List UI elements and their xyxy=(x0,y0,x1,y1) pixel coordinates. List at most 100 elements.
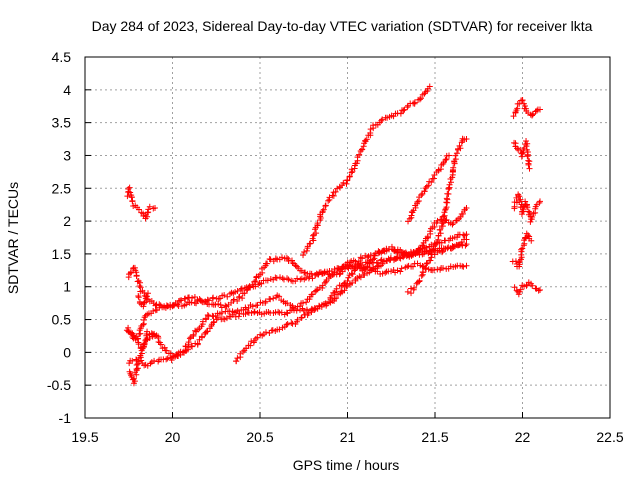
data-point xyxy=(163,356,170,363)
data-point xyxy=(420,269,427,276)
data-point xyxy=(358,265,365,272)
data-point xyxy=(417,95,424,102)
data-point xyxy=(152,204,158,211)
data-point xyxy=(270,295,277,302)
data-point xyxy=(404,288,411,295)
data-point xyxy=(276,293,283,300)
data-point xyxy=(277,274,284,281)
data-point xyxy=(198,333,205,340)
data-point xyxy=(336,265,343,272)
data-point xyxy=(262,299,269,306)
data-point xyxy=(408,250,415,257)
data-point xyxy=(351,267,358,274)
data-point xyxy=(359,255,366,262)
data-point xyxy=(140,321,147,328)
x-tick-label: 20 xyxy=(165,429,181,445)
data-point xyxy=(313,230,320,237)
data-point xyxy=(322,202,329,209)
y-tick-label: 4 xyxy=(63,82,71,98)
data-point xyxy=(307,240,314,247)
data-point xyxy=(371,252,378,259)
data-point xyxy=(185,339,192,346)
data-point xyxy=(529,282,536,289)
data-point xyxy=(345,265,352,272)
data-point xyxy=(272,255,279,262)
data-point xyxy=(137,330,144,337)
data-point xyxy=(299,299,306,306)
data-point xyxy=(359,146,366,153)
data-point xyxy=(368,266,375,273)
data-point xyxy=(234,355,241,362)
data-point xyxy=(411,284,418,291)
data-point xyxy=(379,270,386,277)
data-point xyxy=(251,308,258,315)
data-point xyxy=(446,152,452,159)
data-point xyxy=(239,295,246,302)
data-point xyxy=(416,96,423,103)
data-point xyxy=(194,340,201,347)
data-point xyxy=(241,290,248,297)
y-tick-label: 3.5 xyxy=(52,115,72,131)
data-point xyxy=(283,321,290,328)
data-point xyxy=(388,268,395,275)
data-point xyxy=(210,294,217,301)
data-point xyxy=(135,206,142,213)
data-point xyxy=(249,303,256,310)
data-point xyxy=(221,292,228,299)
data-point xyxy=(427,228,434,235)
data-point xyxy=(349,279,356,286)
data-point xyxy=(284,300,291,307)
data-point xyxy=(294,316,301,323)
data-point xyxy=(125,329,132,336)
data-point xyxy=(519,245,526,252)
data-point xyxy=(170,302,177,309)
data-point xyxy=(313,287,320,294)
data-point xyxy=(387,256,394,263)
data-point xyxy=(310,232,317,239)
data-point xyxy=(333,288,340,295)
data-point xyxy=(463,136,470,143)
data-point xyxy=(349,271,356,278)
data-point xyxy=(336,271,343,278)
data-point xyxy=(214,314,221,321)
data-point xyxy=(535,287,542,294)
y-axis-ticks: -1 -0.5 0 0.5 1 1.5 2 2.5 3 3.5 4 4.5 xyxy=(47,49,91,426)
x-tick-label: 19.5 xyxy=(71,429,98,445)
data-point xyxy=(325,197,332,204)
data-point xyxy=(258,280,265,287)
data-point xyxy=(423,183,430,190)
data-point xyxy=(356,273,363,280)
data-point xyxy=(247,342,254,349)
data-point xyxy=(439,220,446,227)
data-point xyxy=(248,310,255,317)
data-point xyxy=(523,282,530,289)
data-point xyxy=(196,296,203,303)
data-point xyxy=(443,199,450,206)
data-point xyxy=(313,270,320,277)
data-point xyxy=(398,265,405,272)
data-point xyxy=(172,300,179,307)
data-point xyxy=(418,192,425,199)
data-points xyxy=(123,83,543,387)
data-point xyxy=(190,331,197,338)
data-point xyxy=(341,287,348,294)
data-point xyxy=(246,283,253,290)
data-point xyxy=(283,254,290,261)
data-point xyxy=(199,318,206,325)
y-tick-label: 4.5 xyxy=(52,49,72,65)
data-point xyxy=(234,297,241,304)
data-point xyxy=(346,173,353,180)
data-point xyxy=(217,301,224,308)
data-point xyxy=(463,204,470,211)
data-point xyxy=(227,290,234,297)
data-point xyxy=(517,196,524,203)
data-point xyxy=(425,182,432,189)
data-point xyxy=(320,206,327,213)
data-point xyxy=(529,213,536,220)
data-point xyxy=(523,138,530,145)
data-point xyxy=(409,263,416,270)
data-point xyxy=(262,298,269,305)
data-point xyxy=(135,341,142,348)
data-point xyxy=(240,348,247,355)
data-point xyxy=(148,330,155,337)
